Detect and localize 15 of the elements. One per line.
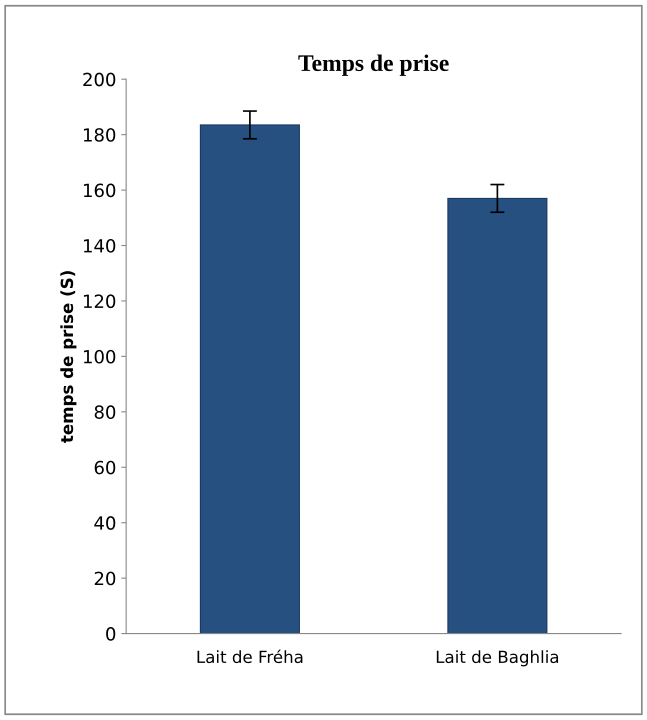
y-tick-label: 80 bbox=[94, 405, 116, 419]
y-tick-label: 160 bbox=[84, 184, 116, 198]
y-tick-label: 200 bbox=[83, 72, 116, 86]
y-tick-label: 40 bbox=[94, 516, 116, 530]
x-tick-label: Lait de Baghlia bbox=[436, 650, 558, 666]
y-tick-label: 180 bbox=[84, 128, 116, 142]
y-tick-label: 20 bbox=[94, 572, 116, 586]
y-tick-label: 60 bbox=[94, 460, 116, 474]
y-axis-title: temps de prise (S) bbox=[60, 271, 76, 443]
y-tick-label: 0 bbox=[106, 627, 116, 641]
y-tick-label: 140 bbox=[84, 238, 116, 253]
x-tick-label: Lait de Fréha bbox=[198, 650, 302, 664]
chart-title: Temps de prise bbox=[298, 54, 449, 76]
y-tick-label: 100 bbox=[84, 350, 116, 364]
y-tick-label: 120 bbox=[84, 294, 116, 308]
